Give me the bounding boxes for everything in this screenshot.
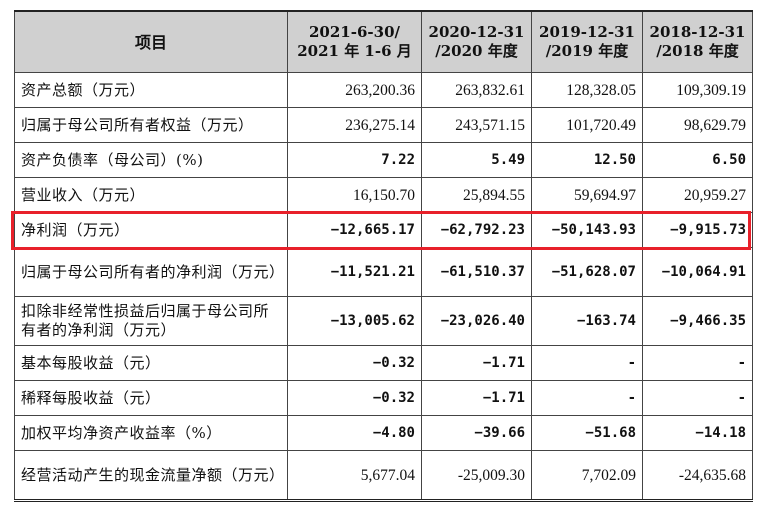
cell-value: 12.50 [531, 142, 643, 178]
table-row: 经营活动产生的现金流量净额（万元） 5,677.04 -25,009.30 7,… [14, 450, 753, 502]
cell-value: 128,328.05 [531, 72, 643, 108]
cell-value: −1.71 [421, 345, 532, 381]
cell-value: −4.80 [287, 415, 422, 451]
cell-value: 20,959.27 [642, 177, 753, 213]
cell-value: −11,521.21 [287, 247, 422, 297]
cell-value: −50,143.93 [531, 212, 643, 248]
table-row: 扣除非经常性损益后归属于母公司所有者的净利润（万元） −13,005.62 −2… [14, 296, 753, 346]
cell-value: - [531, 380, 643, 416]
table-row: 加权平均净资产收益率（%） −4.80 −39.66 −51.68 −14.18 [14, 415, 753, 451]
header-2020: 2020-12-31/2020 年度 [421, 10, 532, 73]
row-label: 加权平均净资产收益率（%） [14, 415, 288, 451]
row-label: 资产总额（万元） [14, 72, 288, 108]
cell-value: 5,677.04 [287, 450, 422, 502]
cell-value: 59,694.97 [531, 177, 643, 213]
cell-value: - [642, 380, 753, 416]
row-label: 营业收入（万元） [14, 177, 288, 213]
header-item: 项目 [14, 10, 288, 73]
cell-value: −13,005.62 [287, 296, 422, 346]
row-label: 扣除非经常性损益后归属于母公司所有者的净利润（万元） [14, 296, 288, 346]
cell-value: 7.22 [287, 142, 422, 178]
table-row: 稀释每股收益（元） −0.32 −1.71 - - [14, 380, 753, 416]
table-row: 营业收入（万元） 16,150.70 25,894.55 59,694.97 2… [14, 177, 753, 213]
cell-value: −0.32 [287, 380, 422, 416]
cell-value: 5.49 [421, 142, 532, 178]
cell-value: - [531, 345, 643, 381]
cell-value: 109,309.19 [642, 72, 753, 108]
cell-value: 98,629.79 [642, 107, 753, 143]
table-row-net-profit: 净利润（万元） −12,665.17 −62,792.23 −50,143.93… [14, 212, 753, 248]
cell-value: −62,792.23 [421, 212, 532, 248]
row-label: 归属于母公司所有者权益（万元） [14, 107, 288, 143]
cell-value: 7,702.09 [531, 450, 643, 502]
cell-value: 263,200.36 [287, 72, 422, 108]
cell-value: 6.50 [642, 142, 753, 178]
row-label: 稀释每股收益（元） [14, 380, 288, 416]
cell-value: −51.68 [531, 415, 643, 451]
cell-value: −23,026.40 [421, 296, 532, 346]
row-label: 基本每股收益（元） [14, 345, 288, 381]
cell-value: −51,628.07 [531, 247, 643, 297]
cell-value: -24,635.68 [642, 450, 753, 502]
cell-value: - [642, 345, 753, 381]
cell-value: −163.74 [531, 296, 643, 346]
financial-summary-table: 项目 2021-6-30/2021 年 1-6 月 2020-12-31/202… [14, 10, 753, 502]
cell-value: −9,466.35 [642, 296, 753, 346]
cell-value: 25,894.55 [421, 177, 532, 213]
cell-value: 101,720.49 [531, 107, 643, 143]
cell-value: −61,510.37 [421, 247, 532, 297]
cell-value: −9,915.73 [642, 212, 753, 248]
cell-value: −10,064.91 [642, 247, 753, 297]
cell-value: 16,150.70 [287, 177, 422, 213]
table-row: 资产负债率（母公司）(%) 7.22 5.49 12.50 6.50 [14, 142, 753, 178]
table-row: 归属于母公司所有者的净利润（万元） −11,521.21 −61,510.37 … [14, 247, 753, 297]
cell-value: -25,009.30 [421, 450, 532, 502]
table-row: 归属于母公司所有者权益（万元） 236,275.14 243,571.15 10… [14, 107, 753, 143]
row-label: 经营活动产生的现金流量净额（万元） [14, 450, 288, 502]
cell-value: 236,275.14 [287, 107, 422, 143]
header-2019: 2019-12-31/2019 年度 [531, 10, 643, 73]
header-2018: 2018-12-31/2018 年度 [642, 10, 753, 73]
row-label: 净利润（万元） [14, 212, 288, 248]
cell-value: 243,571.15 [421, 107, 532, 143]
header-2021h1: 2021-6-30/2021 年 1-6 月 [287, 10, 422, 73]
cell-value: −39.66 [421, 415, 532, 451]
table-row: 基本每股收益（元） −0.32 −1.71 - - [14, 345, 753, 381]
row-label: 归属于母公司所有者的净利润（万元） [14, 247, 288, 297]
cell-value: 263,832.61 [421, 72, 532, 108]
cell-value: −12,665.17 [287, 212, 422, 248]
cell-value: −0.32 [287, 345, 422, 381]
cell-value: −14.18 [642, 415, 753, 451]
table-row: 资产总额（万元） 263,200.36 263,832.61 128,328.0… [14, 72, 753, 108]
cell-value: −1.71 [421, 380, 532, 416]
table-header-row: 项目 2021-6-30/2021 年 1-6 月 2020-12-31/202… [14, 10, 753, 73]
row-label: 资产负债率（母公司）(%) [14, 142, 288, 178]
